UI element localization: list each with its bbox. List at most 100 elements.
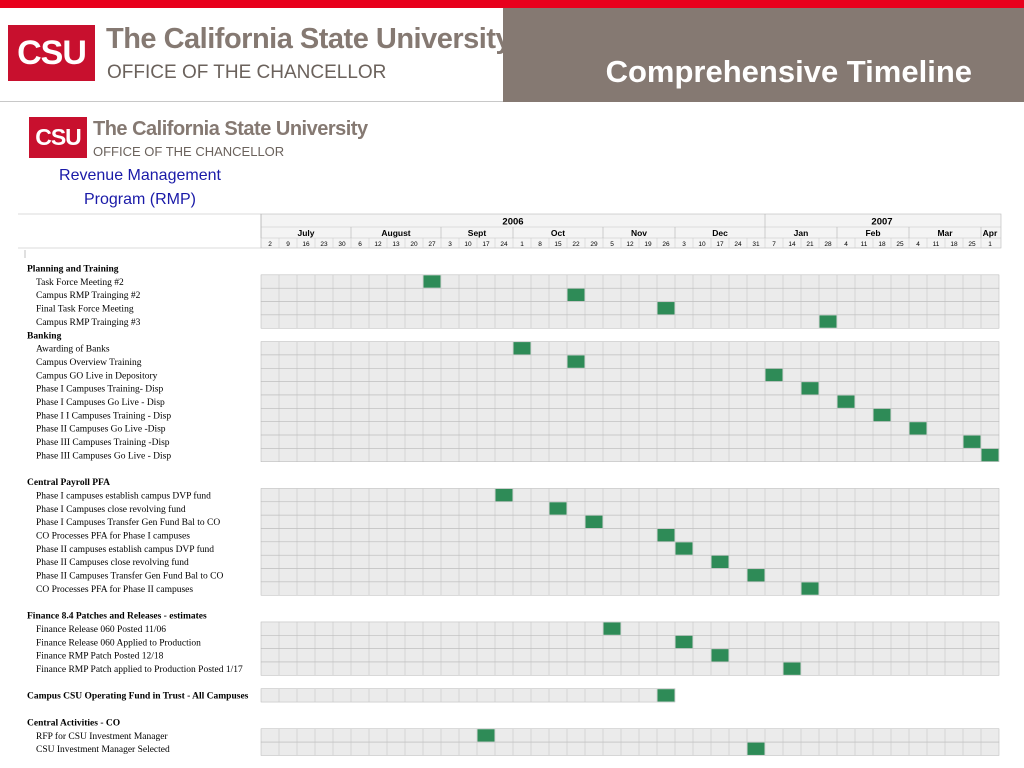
timeline-row-grid (260, 368, 1000, 382)
chart-title-line-1: Revenue Management (59, 167, 221, 184)
header-logo-area: CSU The California State University OFFI… (0, 8, 512, 102)
timeline-row-grid (260, 688, 676, 703)
task-label: Awarding of Banks (36, 344, 110, 355)
task-label: Phase I campuses establish campus DVP fu… (36, 490, 211, 501)
milestone-marker (783, 662, 801, 675)
week-label: 22 (572, 241, 580, 248)
chart-title-line-2: Program (RMP) (83, 191, 196, 208)
week-label: 17 (716, 241, 724, 248)
task-label: CO Processes PFA for Phase II campuses (36, 584, 193, 595)
timeline-row-grid (260, 488, 1000, 503)
week-label: 6 (358, 241, 362, 248)
week-label: 26 (662, 241, 670, 248)
week-label: 4 (916, 241, 920, 248)
milestone-marker (549, 502, 567, 515)
week-label: 10 (698, 241, 706, 248)
timeline-row-grid (260, 421, 1000, 436)
milestone-marker (747, 569, 765, 582)
milestone-marker (567, 355, 585, 368)
task-label: Finance RMP Patch applied to Production … (36, 665, 243, 675)
timeline-row-grid (260, 287, 1000, 302)
timeline-row-grid (260, 274, 1000, 289)
milestone-marker (873, 408, 891, 422)
milestone-marker (567, 288, 585, 302)
section-label: Finance 8.4 Patches and Releases - estim… (27, 612, 207, 622)
year-label: 2007 (871, 217, 892, 228)
timeline-row-grid (260, 728, 1000, 743)
month-label: Jan (794, 228, 809, 238)
week-label: 12 (374, 241, 382, 248)
timeline-row-grid (260, 514, 1000, 529)
timeline-row-grid (260, 448, 1000, 462)
csu-logo-mark: CSU (8, 25, 95, 81)
week-label: 8 (538, 241, 542, 248)
milestone-marker (603, 622, 621, 635)
timeline-row-grid (260, 528, 1000, 543)
timeline-row-grid (260, 741, 1000, 756)
timeline-row-grid (260, 381, 1000, 396)
milestone-marker (981, 448, 999, 462)
task-label: Campus RMP Trainging #2 (36, 291, 141, 301)
task-label: Phase I Campuses Transfer Gen Fund Bal t… (36, 517, 220, 528)
week-label: 12 (626, 241, 634, 248)
week-label: 7 (772, 241, 776, 248)
milestone-marker (711, 649, 729, 662)
milestone-marker (513, 342, 531, 355)
task-label: Task Force Meeting #2 (36, 278, 124, 288)
month-label: Nov (631, 228, 647, 238)
milestone-marker (585, 515, 603, 528)
month-label: Dec (712, 228, 728, 238)
chart-logo-university-name: The California State University (93, 118, 368, 140)
header-title-area: Comprehensive Timeline (503, 8, 1024, 102)
week-label: 15 (554, 241, 562, 248)
top-accent-bar (0, 0, 1024, 8)
task-label: Phase II Campuses Go Live -Disp (36, 425, 166, 435)
task-label: Phase I Campuses Training- Disp (36, 385, 163, 395)
timeline-row-grid (260, 354, 1000, 369)
year-label: 2006 (502, 217, 523, 228)
week-label: 24 (500, 241, 508, 248)
task-label: Phase I Campuses Go Live - Disp (36, 398, 165, 408)
week-label: 3 (448, 241, 452, 248)
milestone-marker (675, 542, 693, 555)
timeline-row-grid (260, 541, 1000, 556)
milestone-marker (963, 435, 981, 448)
task-label: Final Task Force Meeting (36, 305, 134, 315)
week-label: 31 (752, 241, 760, 248)
task-label: Phase II Campuses Transfer Gen Fund Bal … (36, 571, 223, 582)
week-label: 23 (320, 241, 328, 248)
timeline-row-grid (260, 554, 1000, 569)
week-label: 25 (896, 241, 904, 248)
month-label: Oct (551, 228, 565, 238)
week-label: 18 (878, 241, 886, 248)
week-label: 24 (734, 241, 742, 248)
task-label: Finance Release 060 Posted 11/06 (36, 625, 166, 635)
task-label: Campus RMP Trainging #3 (36, 318, 141, 328)
week-label: 28 (824, 241, 832, 248)
month-label: July (297, 228, 314, 238)
task-label: Phase II Campuses close revolving fund (36, 557, 189, 568)
timeline-header-band (260, 213, 1002, 249)
week-label: 14 (788, 241, 796, 248)
milestone-marker (747, 742, 765, 755)
task-label: Phase I Campuses close revolving fund (36, 504, 186, 515)
milestone-marker (657, 529, 675, 542)
section-label: Planning and Training (27, 265, 119, 275)
month-label: Apr (983, 228, 998, 238)
milestone-marker (657, 302, 675, 315)
week-label: 11 (933, 241, 940, 248)
timeline-row-grid (260, 581, 1000, 596)
week-label: 11 (861, 241, 868, 248)
week-label: 17 (482, 241, 490, 248)
milestone-marker (477, 729, 495, 742)
task-label: Phase I I Campuses Training - Disp (36, 411, 171, 421)
section-label: Banking (27, 331, 62, 341)
timeline-row-grid (260, 314, 1000, 329)
week-label: 1 (988, 241, 992, 248)
task-label: Campus GO Live in Depository (36, 371, 158, 381)
task-label: CSU Investment Manager Selected (36, 745, 170, 755)
week-label: 4 (844, 241, 848, 248)
section-label: Central Activities - CO (27, 718, 120, 728)
milestone-marker (657, 689, 675, 702)
task-label: Finance Release 060 Applied to Productio… (36, 638, 201, 648)
